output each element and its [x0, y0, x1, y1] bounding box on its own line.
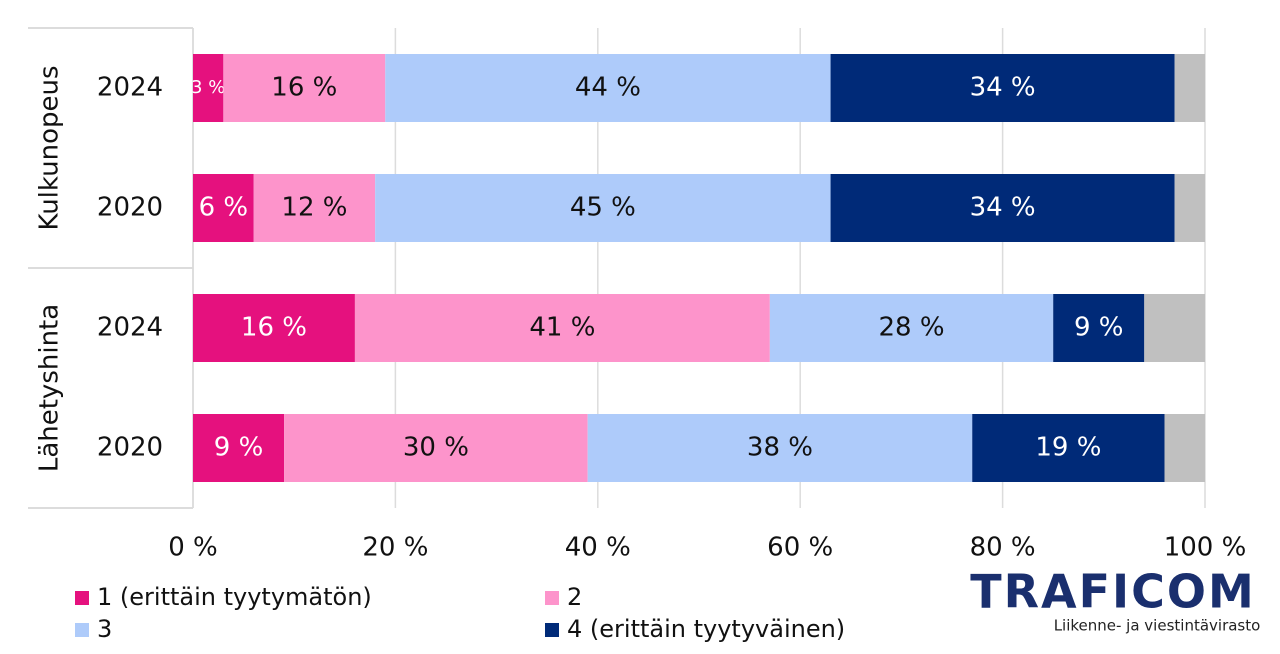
y-tick-label: 2024	[97, 313, 163, 343]
bar-segment	[1174, 174, 1205, 242]
legend-swatch	[545, 591, 559, 605]
bar-segment	[375, 174, 831, 242]
value-label: 16 %	[241, 313, 307, 343]
value-label: 38 %	[747, 433, 813, 463]
legend-swatch	[75, 623, 89, 637]
bar-segment	[284, 414, 588, 482]
bar-segment	[1164, 414, 1205, 482]
logo-name: TRAFICOM	[970, 565, 1256, 619]
y-tick-label: 2020	[97, 193, 163, 223]
value-label: 3 %	[191, 77, 225, 98]
x-tick-label: 20 %	[362, 533, 428, 563]
value-label: 9 %	[1074, 313, 1124, 343]
bar-segment	[972, 414, 1165, 482]
value-label: 45 %	[570, 193, 636, 223]
x-tick-label: 80 %	[970, 533, 1036, 563]
bar-segment	[830, 54, 1175, 122]
bar-segment	[193, 294, 355, 362]
value-label: 41 %	[529, 313, 595, 343]
x-tick-label: 60 %	[767, 533, 833, 563]
group-label: Kulkunopeus	[35, 65, 65, 230]
value-label: 12 %	[281, 193, 347, 223]
logo-tagline: Liikenne- ja viestintävirasto	[1054, 617, 1261, 635]
x-tick-label: 0 %	[168, 533, 218, 563]
value-label: 30 %	[403, 433, 469, 463]
bar-segment	[1144, 294, 1205, 362]
value-label: 9 %	[214, 433, 264, 463]
bar-segment	[193, 174, 254, 242]
legend-label: 2	[567, 583, 582, 611]
legend-label: 1 (erittäin tyytymätön)	[97, 583, 372, 611]
bar-segment	[385, 54, 831, 122]
value-label: 34 %	[970, 73, 1036, 103]
legend-label: 4 (erittäin tyytyväinen)	[567, 615, 845, 643]
bar-segment	[769, 294, 1054, 362]
bar-segment	[193, 54, 224, 122]
legend-swatch	[75, 591, 89, 605]
bar-segment	[253, 174, 376, 242]
x-tick-label: 40 %	[565, 533, 631, 563]
bar-segment	[1053, 294, 1145, 362]
bar-segment	[587, 414, 973, 482]
value-label: 6 %	[199, 193, 249, 223]
legend-label: 3	[97, 615, 112, 643]
value-label: 19 %	[1035, 433, 1101, 463]
value-label: 34 %	[970, 193, 1036, 223]
bar-segment	[830, 174, 1175, 242]
bar-segment	[223, 54, 386, 122]
y-tick-label: 2024	[97, 73, 163, 103]
bar-segment	[193, 414, 285, 482]
legend-swatch	[545, 623, 559, 637]
bar-segment	[354, 294, 770, 362]
bar-segment	[1174, 54, 1205, 122]
value-label: 16 %	[271, 73, 337, 103]
value-label: 44 %	[575, 73, 641, 103]
value-label: 28 %	[878, 313, 944, 343]
group-label: Lähetyshinta	[35, 304, 65, 472]
x-tick-label: 100 %	[1164, 533, 1247, 563]
y-tick-label: 2020	[97, 433, 163, 463]
